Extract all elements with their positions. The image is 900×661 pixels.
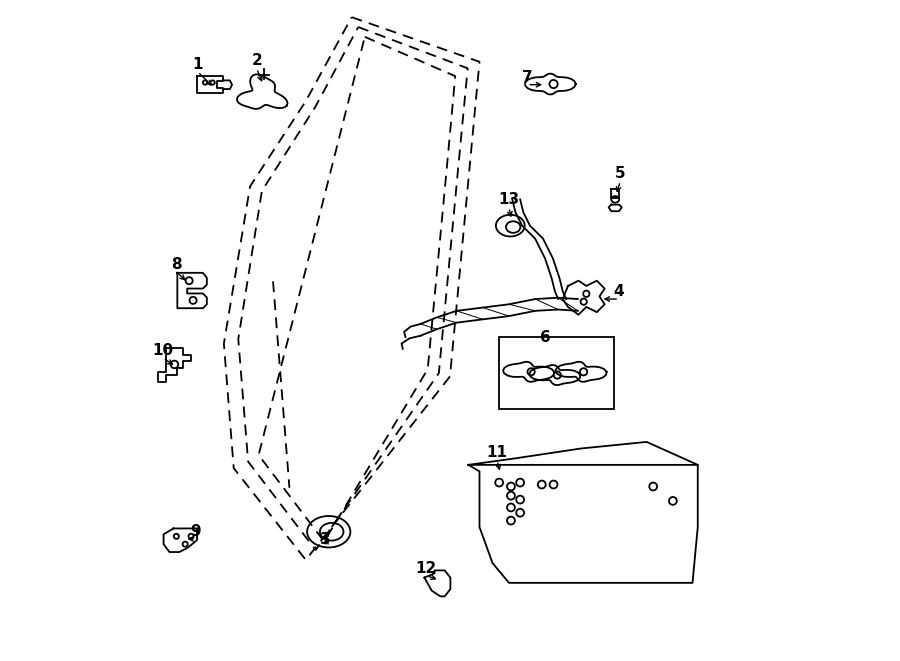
Text: 4: 4 xyxy=(614,284,625,299)
Text: 11: 11 xyxy=(487,446,508,460)
Text: 8: 8 xyxy=(171,256,181,272)
Text: 13: 13 xyxy=(499,192,519,208)
Text: 10: 10 xyxy=(152,343,174,358)
Text: 3: 3 xyxy=(320,532,331,547)
Text: 6: 6 xyxy=(540,330,551,345)
Text: 1: 1 xyxy=(193,57,202,71)
Text: 7: 7 xyxy=(522,69,533,85)
Text: 9: 9 xyxy=(191,524,201,539)
Text: 12: 12 xyxy=(416,561,437,576)
Bar xyxy=(500,337,614,409)
Text: 5: 5 xyxy=(615,166,626,181)
Text: 2: 2 xyxy=(251,54,262,68)
